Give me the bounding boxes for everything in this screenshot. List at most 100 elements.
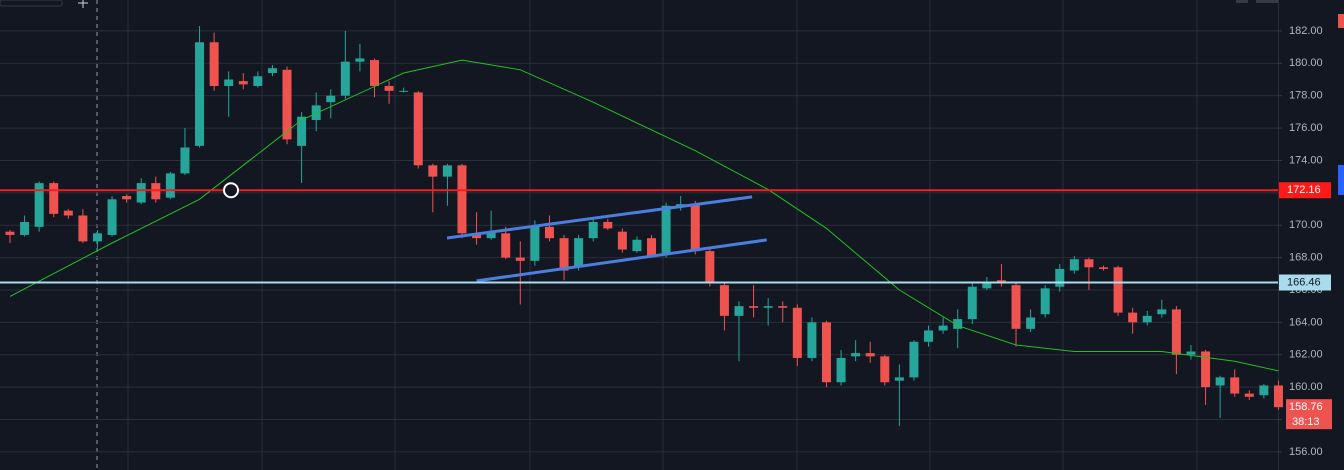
- candle-body: [647, 238, 657, 256]
- y-tick-label: 160.00: [1289, 381, 1323, 393]
- y-tick-label: 156.00: [1289, 446, 1323, 458]
- candle-body: [515, 257, 525, 261]
- candle-body: [63, 210, 73, 216]
- candle-body: [924, 330, 934, 342]
- y-tick-label: 182.00: [1289, 25, 1323, 37]
- candle-body: [1069, 259, 1079, 271]
- candle-body: [136, 183, 146, 203]
- candle-body: [1055, 268, 1065, 287]
- candle-body: [807, 322, 817, 358]
- candle-body: [180, 147, 190, 174]
- candle-body: [894, 377, 904, 381]
- countdown-label: 38:13: [1292, 416, 1320, 428]
- price-label-box: [1279, 274, 1331, 291]
- candle-body: [1084, 259, 1094, 268]
- edge-marker: [1338, 165, 1344, 195]
- candle-body: [1201, 351, 1211, 388]
- candle-body: [311, 105, 321, 120]
- candle-body: [530, 226, 540, 261]
- candle-body: [355, 58, 365, 62]
- candle-body: [1273, 385, 1283, 408]
- candle-body: [20, 221, 30, 235]
- candle-body: [107, 199, 117, 235]
- candle-body: [486, 231, 496, 239]
- moving-average: [9, 59, 1279, 372]
- candle-body: [297, 116, 307, 146]
- candle-body: [34, 183, 44, 227]
- candle-body: [982, 281, 992, 289]
- candle-body: [719, 285, 729, 316]
- last-price-box: [1286, 399, 1332, 430]
- candle-body: [1099, 267, 1108, 269]
- price-label: 172.16: [1287, 184, 1321, 196]
- y-tick-label: 180.00: [1289, 57, 1323, 69]
- candle-body: [1142, 315, 1152, 323]
- candle-body: [92, 233, 102, 242]
- candle-body: [238, 81, 248, 85]
- candle-body: [938, 325, 948, 331]
- price-label: 166.46: [1287, 276, 1321, 288]
- candle-body: [1259, 385, 1269, 396]
- candle-body: [603, 221, 613, 229]
- y-tick-label: 174.00: [1289, 154, 1323, 166]
- y-tick-label: 162.00: [1289, 349, 1323, 361]
- candle-body: [792, 307, 802, 358]
- candle-body: [1171, 309, 1181, 355]
- y-tick-label: 178.00: [1289, 90, 1323, 102]
- candle-body: [865, 353, 875, 357]
- candle-body: [413, 92, 423, 166]
- candle-body: [326, 95, 336, 103]
- candle-body: [1128, 312, 1138, 323]
- candle-body: [165, 173, 175, 198]
- candle-body: [195, 42, 205, 146]
- trend-line: [446, 195, 753, 240]
- button[interactable]: [1256, 0, 1278, 3]
- grid: [127, 0, 1198, 470]
- candle-body: [399, 90, 409, 92]
- candle-body: [1113, 267, 1123, 313]
- candle-body: [1011, 285, 1021, 329]
- y-tick-label: 170.00: [1289, 219, 1323, 231]
- candle-body: [909, 341, 919, 378]
- candle-body: [282, 69, 292, 140]
- candle-body: [953, 319, 963, 329]
- candle-body: [78, 215, 88, 242]
- candle-body: [749, 306, 759, 308]
- candle-body: [880, 356, 890, 383]
- candle-body: [734, 306, 744, 316]
- cursor: [78, 0, 88, 8]
- candle-body: [253, 76, 263, 86]
- candle-body: [632, 239, 642, 252]
- candle-body: [588, 221, 598, 239]
- candle-body: [122, 196, 132, 200]
- candle-body: [661, 205, 671, 255]
- candle-body: [1244, 393, 1254, 397]
- y-tick-label: 176.00: [1289, 122, 1323, 134]
- toolbar[interactable]: [0, 0, 63, 7]
- candle-body: [690, 204, 700, 252]
- candle-body: [544, 226, 554, 239]
- candle-body: [574, 238, 584, 268]
- last-price-label: 158.76: [1289, 401, 1323, 413]
- candle-body: [457, 165, 467, 234]
- edge-marker: [1338, 14, 1344, 28]
- candle-body: [851, 353, 861, 357]
- candle-body: [1186, 351, 1196, 355]
- candle-body: [559, 238, 569, 271]
- candle-body: [1040, 288, 1050, 315]
- alert-marker: [223, 182, 239, 199]
- candle-body: [384, 85, 394, 91]
- candle-body: [1215, 377, 1225, 386]
- y-tick-label: 168.00: [1289, 251, 1323, 263]
- candle-body: [209, 42, 219, 86]
- button[interactable]: [1236, 0, 1248, 3]
- candle-body: [5, 231, 15, 235]
- candle-body: [778, 306, 788, 308]
- candle-body: [442, 165, 452, 177]
- candle-body: [1026, 317, 1036, 329]
- candle-body: [617, 231, 627, 250]
- candle-body: [967, 286, 977, 320]
- candle-body: [472, 233, 482, 239]
